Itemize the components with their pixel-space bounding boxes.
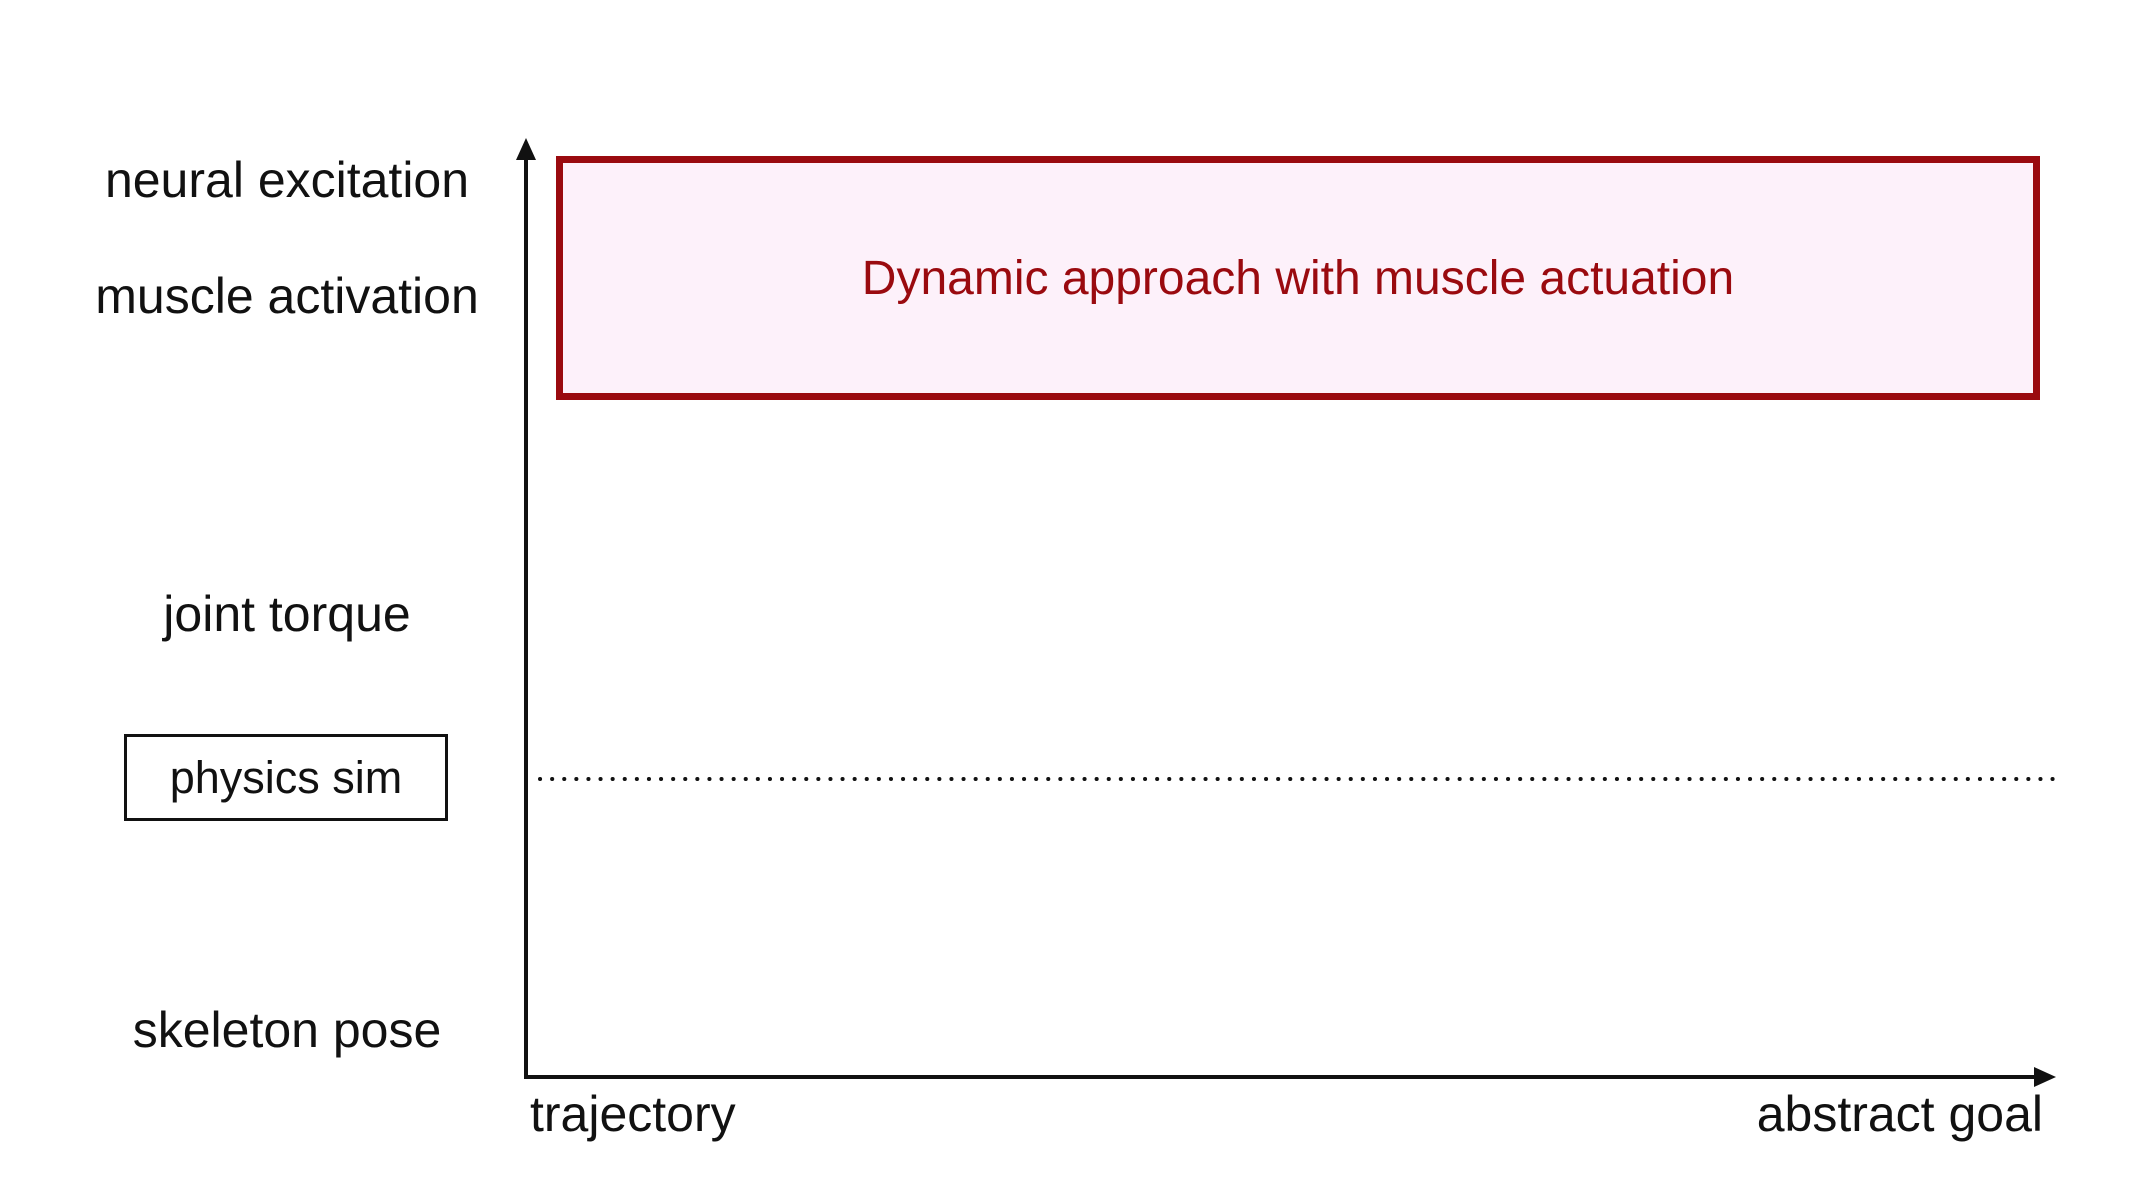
y-axis-arrowhead <box>516 138 536 160</box>
physics-sim-box: physics sim <box>124 734 448 821</box>
y-level-skeleton-pose: skeleton pose <box>132 1002 442 1058</box>
y-level-joint-torque: joint torque <box>163 586 411 642</box>
physics-sim-label: physics sim <box>169 751 403 803</box>
y-level-muscle-activation: muscle activation <box>95 268 479 324</box>
dynamic-approach-region: Dynamic approach with muscle actuation <box>556 156 2040 400</box>
y-level-neural-excitation: neural excitation <box>104 152 470 208</box>
x-label-trajectory: trajectory <box>530 1086 736 1142</box>
x-label-abstract-goal: abstract goal <box>1756 1086 2043 1142</box>
region-label: Dynamic approach with muscle actuation <box>861 251 1735 305</box>
x-axis-arrowhead <box>2034 1067 2056 1087</box>
